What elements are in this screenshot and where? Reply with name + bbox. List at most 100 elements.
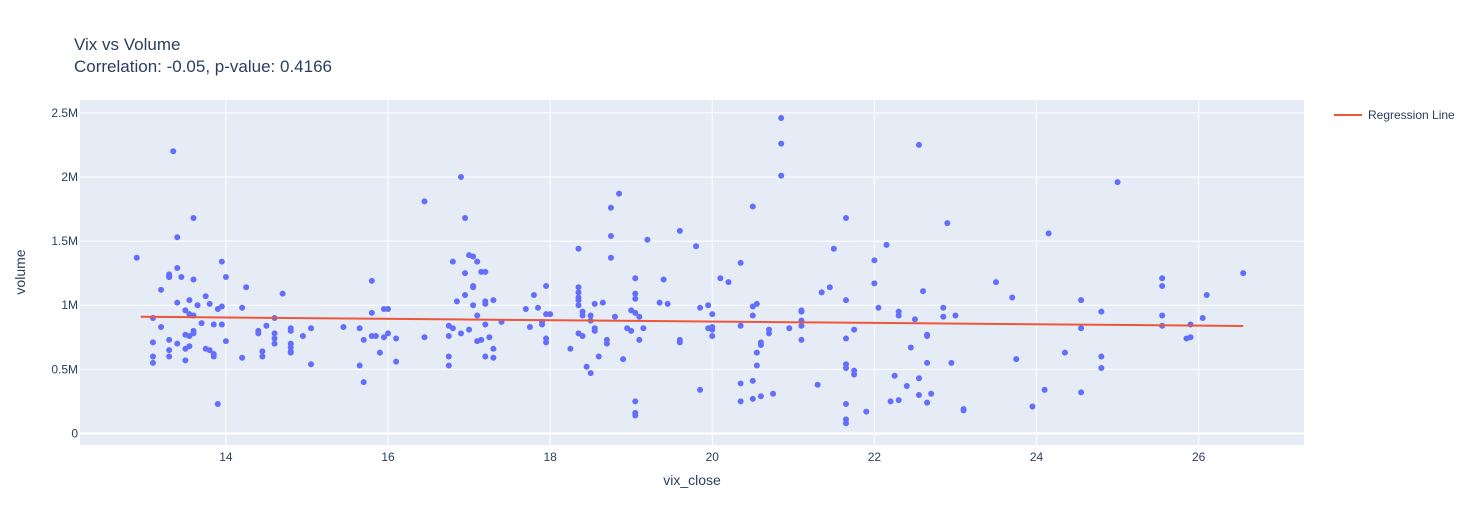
data-point[interactable] xyxy=(656,299,663,306)
data-point[interactable] xyxy=(534,304,541,311)
data-point[interactable] xyxy=(903,383,910,390)
data-point[interactable] xyxy=(843,365,850,372)
data-point[interactable] xyxy=(616,190,623,197)
data-point[interactable] xyxy=(474,258,481,265)
data-point[interactable] xyxy=(218,258,225,265)
data-point[interactable] xyxy=(210,321,217,328)
data-point[interactable] xyxy=(393,358,400,365)
data-point[interactable] xyxy=(470,253,477,260)
data-point[interactable] xyxy=(149,353,156,360)
data-point[interactable] xyxy=(356,362,363,369)
data-point[interactable] xyxy=(356,325,363,332)
data-point[interactable] xyxy=(1061,349,1068,356)
data-point[interactable] xyxy=(259,353,266,360)
regression-line[interactable] xyxy=(140,315,1244,327)
data-point[interactable] xyxy=(380,334,387,341)
data-point[interactable] xyxy=(547,311,554,318)
data-point[interactable] xyxy=(632,290,639,297)
data-point[interactable] xyxy=(421,198,428,205)
data-point[interactable] xyxy=(457,173,464,180)
data-point[interactable] xyxy=(287,327,294,334)
data-point[interactable] xyxy=(376,349,383,356)
data-point[interactable] xyxy=(263,322,270,329)
data-point[interactable] xyxy=(640,325,647,332)
data-point[interactable] xyxy=(190,276,197,283)
data-point[interactable] xyxy=(222,273,229,280)
data-point[interactable] xyxy=(462,270,469,277)
data-point[interactable] xyxy=(924,332,931,339)
data-point[interactable] xyxy=(575,302,582,309)
data-point[interactable] xyxy=(591,300,598,307)
data-point[interactable] xyxy=(915,375,922,382)
data-point[interactable] xyxy=(308,361,315,368)
data-point[interactable] xyxy=(1078,325,1085,332)
data-point[interactable] xyxy=(243,284,250,291)
data-point[interactable] xyxy=(182,357,189,364)
data-point[interactable] xyxy=(737,380,744,387)
data-point[interactable] xyxy=(895,308,902,315)
data-point[interactable] xyxy=(445,353,452,360)
data-point[interactable] xyxy=(445,332,452,339)
data-point[interactable] xyxy=(490,345,497,352)
data-point[interactable] xyxy=(575,297,582,304)
data-point[interactable] xyxy=(843,297,850,304)
data-point[interactable] xyxy=(717,275,724,282)
data-point[interactable] xyxy=(920,288,927,295)
data-point[interactable] xyxy=(202,293,209,300)
data-point[interactable] xyxy=(660,276,667,283)
data-point[interactable] xyxy=(449,325,456,332)
data-point[interactable] xyxy=(697,304,704,311)
data-point[interactable] xyxy=(818,289,825,296)
data-point[interactable] xyxy=(830,245,837,252)
data-point[interactable] xyxy=(915,391,922,398)
data-point[interactable] xyxy=(166,347,173,354)
data-point[interactable] xyxy=(960,407,967,414)
data-point[interactable] xyxy=(948,359,955,366)
data-point[interactable] xyxy=(693,243,700,250)
data-point[interactable] xyxy=(210,353,217,360)
data-point[interactable] xyxy=(530,291,537,298)
data-point[interactable] xyxy=(186,343,193,350)
data-point[interactable] xyxy=(778,114,785,121)
data-point[interactable] xyxy=(218,303,225,310)
data-point[interactable] xyxy=(952,312,959,319)
data-point[interactable] xyxy=(579,332,586,339)
data-point[interactable] xyxy=(522,306,529,313)
data-point[interactable] xyxy=(1078,297,1085,304)
data-point[interactable] xyxy=(206,300,213,307)
data-point[interactable] xyxy=(1098,353,1105,360)
data-point[interactable] xyxy=(462,291,469,298)
data-point[interactable] xyxy=(174,340,181,347)
data-point[interactable] xyxy=(907,344,914,351)
data-point[interactable] xyxy=(1029,403,1036,410)
data-point[interactable] xyxy=(924,399,931,406)
data-point[interactable] xyxy=(992,279,999,286)
data-point[interactable] xyxy=(798,308,805,315)
data-point[interactable] xyxy=(299,332,306,339)
data-point[interactable] xyxy=(385,306,392,313)
data-point[interactable] xyxy=(287,349,294,356)
data-point[interactable] xyxy=(709,311,716,318)
data-point[interactable] xyxy=(814,381,821,388)
data-point[interactable] xyxy=(928,390,935,397)
data-point[interactable] xyxy=(1098,308,1105,315)
data-point[interactable] xyxy=(385,330,392,337)
data-point[interactable] xyxy=(133,254,140,261)
data-point[interactable] xyxy=(575,284,582,291)
data-point[interactable] xyxy=(308,325,315,332)
data-point[interactable] xyxy=(575,245,582,252)
data-point[interactable] xyxy=(149,339,156,346)
data-point[interactable] xyxy=(664,300,671,307)
data-point[interactable] xyxy=(770,390,777,397)
data-point[interactable] xyxy=(466,326,473,333)
data-point[interactable] xyxy=(567,345,574,352)
data-point[interactable] xyxy=(636,313,643,320)
data-point[interactable] xyxy=(393,335,400,342)
data-point[interactable] xyxy=(539,321,546,328)
data-point[interactable] xyxy=(607,204,614,211)
data-point[interactable] xyxy=(875,304,882,311)
data-point[interactable] xyxy=(883,241,890,248)
data-point[interactable] xyxy=(607,254,614,261)
data-point[interactable] xyxy=(749,395,756,402)
data-point[interactable] xyxy=(737,398,744,405)
